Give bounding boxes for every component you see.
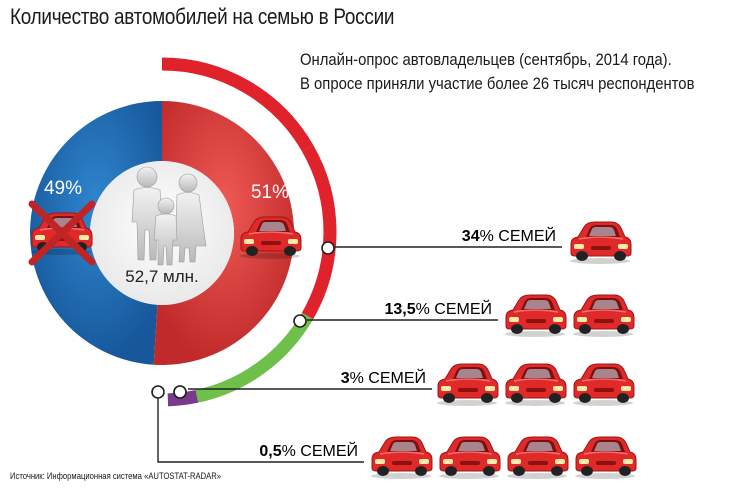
- breakdown-label: 34% СЕМЕЙ: [462, 226, 556, 245]
- car-icon: [438, 436, 501, 480]
- car-icon: [506, 436, 569, 480]
- center-label: 52,7 млн.: [125, 267, 199, 286]
- no-car-marker: 49%: [28, 178, 96, 266]
- breakdown-percent: 3: [341, 370, 350, 387]
- ring-segment-13-5: [301, 144, 337, 320]
- car-icon: [569, 221, 632, 265]
- family-icon: [131, 166, 207, 266]
- breakdown-percent: 13,5: [384, 301, 415, 318]
- car-icon: [504, 363, 567, 407]
- breakdown-label: 0,5% СЕМЕЙ: [259, 441, 358, 460]
- pointer-line: [157, 392, 364, 463]
- pointer-dot: [293, 314, 307, 328]
- pie-slice-no-car: [29, 101, 163, 365]
- breakdown-percent: 0,5: [259, 443, 281, 460]
- breakdown-suffix: % СЕМЕЙ: [350, 368, 426, 387]
- ring-segment-34: [161, 57, 314, 152]
- slice-label-car: 51%: [251, 182, 289, 203]
- slice-label-no-car: 49%: [44, 178, 82, 199]
- breakdown-row: 13,5% СЕМЕЙ: [293, 294, 635, 338]
- car-icon: [436, 363, 499, 407]
- car-icon: [370, 436, 433, 480]
- pointer-dot: [321, 241, 335, 255]
- car-icon: [574, 436, 637, 480]
- breakdown-suffix: % СЕМЕЙ: [480, 226, 556, 245]
- source-note: Источник: Информационная система «AUTOST…: [10, 471, 222, 481]
- ring-segment-3: [195, 312, 314, 403]
- pie: [29, 101, 294, 365]
- car-marker: 51%: [239, 182, 302, 260]
- breakdown-ring: [161, 57, 337, 407]
- breakdown-label: 3% СЕМЕЙ: [341, 368, 426, 387]
- center-disc: 52,7 млн.: [90, 161, 234, 305]
- breakdown-percent: 34: [462, 228, 480, 245]
- subtitle-line-1: Онлайн-опрос автовладельцев (сентябрь, 2…: [300, 51, 672, 69]
- breakdown-suffix: % СЕМЕЙ: [416, 299, 492, 318]
- subtitle-line-2: В опросе приняли участие более 26 тысяч …: [300, 75, 695, 93]
- breakdown-row: 34% СЕМЕЙ: [321, 221, 632, 265]
- breakdown-label: 13,5% СЕМЕЙ: [384, 299, 492, 318]
- pie-slice-car: [153, 101, 294, 365]
- car-icon: [572, 363, 635, 407]
- cross-icon: [28, 200, 96, 266]
- car-icon: [572, 294, 635, 338]
- pointer-dot: [173, 385, 187, 399]
- breakdown-row: 0,5% СЕМЕЙ: [151, 385, 637, 480]
- breakdown-suffix: % СЕМЕЙ: [282, 441, 358, 460]
- subtitle: Онлайн-опрос автовладельцев (сентябрь, 2…: [300, 48, 694, 96]
- car-icon: [504, 294, 567, 338]
- pointer-dot: [151, 385, 165, 399]
- ring-segment-0-5: [167, 389, 199, 407]
- page-title: Количество автомобилей на семью в России: [10, 4, 395, 29]
